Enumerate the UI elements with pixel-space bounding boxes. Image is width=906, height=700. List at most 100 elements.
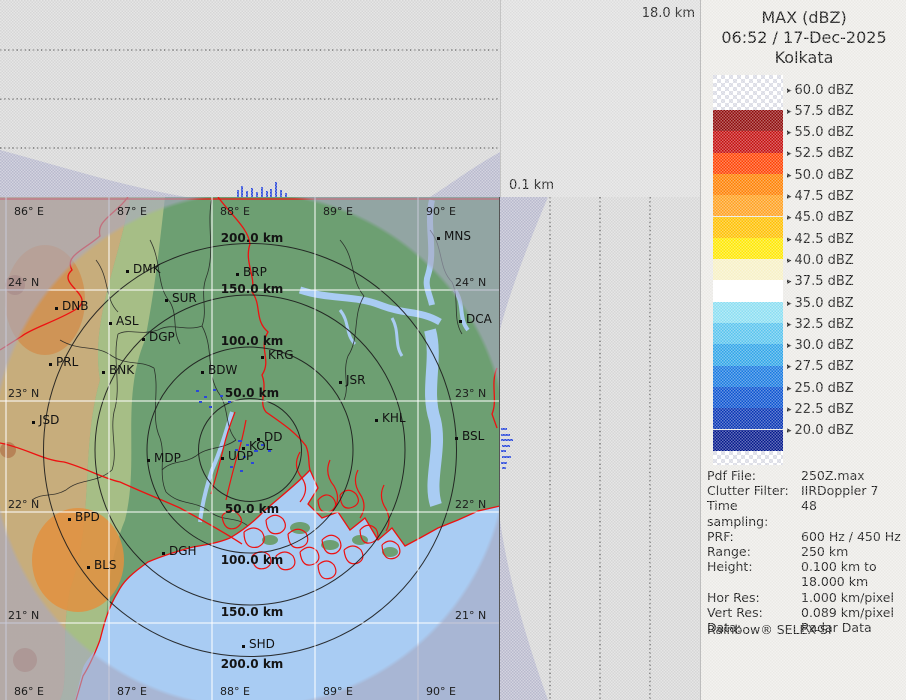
tick-value: 32.5 dBZ bbox=[794, 316, 854, 332]
right-height-projection-panel bbox=[500, 197, 700, 700]
metadata-value: 0.100 km to 18.000 km bbox=[801, 559, 877, 590]
tick-arrow-icon: ▸ bbox=[787, 85, 792, 96]
scale-band bbox=[713, 386, 783, 409]
radar-echo-profile bbox=[237, 182, 287, 197]
tick-value: 45.0 dBZ bbox=[794, 210, 854, 226]
tick-arrow-icon: ▸ bbox=[787, 277, 792, 288]
tick-arrow-icon: ▸ bbox=[787, 234, 792, 245]
metadata-row: Pdf File: 250Z.max bbox=[707, 468, 903, 483]
metadata-value: Radar Data bbox=[801, 620, 872, 636]
out-of-range-mask bbox=[0, 150, 500, 197]
tick-arrow-icon: ▸ bbox=[787, 341, 792, 352]
scale-band bbox=[713, 259, 783, 281]
scale-band bbox=[713, 365, 783, 387]
scale-band bbox=[713, 173, 783, 196]
scale-tick: ▸ 20.0 dBZ bbox=[787, 423, 854, 439]
tick-value: 40.0 dBZ bbox=[794, 252, 854, 268]
tick-value: 22.5 dBZ bbox=[794, 402, 854, 417]
software-signature: Rainbow® SELEX-SI bbox=[707, 622, 832, 637]
metadata-row: Vert Res: 0.089 km/pixel bbox=[707, 605, 903, 620]
tick-arrow-icon: ▸ bbox=[787, 405, 792, 415]
product-datetime: 06:52 / 17-Dec-2025 bbox=[721, 28, 887, 47]
tick-value: 52.5 dBZ bbox=[794, 146, 854, 162]
tick-arrow-icon: ▸ bbox=[787, 213, 792, 224]
scale-tick: ▸ 22.5 dBZ bbox=[787, 402, 854, 417]
scale-tick: ▸ 47.5 dBZ bbox=[787, 189, 854, 204]
tick-arrow-icon: ▸ bbox=[787, 128, 792, 139]
scale-tick: ▸ 60.0 dBZ bbox=[787, 82, 854, 98]
tick-value: 50.0 dBZ bbox=[794, 167, 854, 183]
metadata-row: PRF: 600 Hz / 450 Hz bbox=[707, 529, 903, 544]
scale-band bbox=[713, 110, 783, 132]
tick-arrow-icon: ▸ bbox=[787, 106, 792, 117]
tick-value: 55.0 dBZ bbox=[794, 125, 854, 141]
metadata-value: 250Z.max bbox=[801, 468, 865, 483]
tick-value: 57.5 dBZ bbox=[794, 103, 854, 119]
scale-tick: ▸ 45.0 dBZ bbox=[787, 210, 854, 226]
height-gridlines bbox=[549, 197, 651, 700]
metadata-value: 1.000 km/pixel bbox=[801, 589, 894, 605]
scale-tick: ▸ 55.0 dBZ bbox=[787, 125, 854, 141]
station-name: Kolkata bbox=[774, 48, 834, 67]
scale-band bbox=[713, 301, 783, 323]
metadata-label: Data: bbox=[707, 620, 742, 636]
tick-value: 37.5 dBZ bbox=[794, 274, 854, 290]
height-axis-max-label: 18.0 km bbox=[641, 6, 695, 21]
tick-arrow-icon: ▸ bbox=[787, 383, 792, 394]
tick-value: 35.0 dBZ bbox=[794, 295, 854, 311]
metadata-row: Clutter Filter: IIRDoppler 7 bbox=[707, 483, 903, 498]
metadata-row: Hor Res: 1.000 km/pixel bbox=[707, 590, 903, 605]
scale-band bbox=[713, 344, 783, 366]
tick-arrow-icon: ▸ bbox=[787, 426, 792, 437]
scale-tick: ▸ 37.5 dBZ bbox=[787, 274, 854, 290]
metadata-value: 48 bbox=[801, 498, 817, 514]
scale-tick: ▸ 27.5 dBZ bbox=[787, 359, 854, 375]
right-projection-plot bbox=[500, 197, 651, 700]
height-gridlines bbox=[0, 49, 500, 149]
metadata-label: Height: bbox=[707, 559, 753, 575]
tick-arrow-icon: ▸ bbox=[787, 298, 792, 309]
out-of-range-mask bbox=[500, 197, 548, 700]
legend-panel: MAX (dBZ) 06:52 / 17-Dec-2025 Kolkata Pd… bbox=[700, 0, 906, 700]
metadata-row: Data: Radar Data bbox=[707, 620, 903, 635]
metadata-value: 0.089 km/pixel bbox=[801, 604, 894, 620]
radar-map-canvas[interactable]: MNS DMK BRP SUR DNB DCA ASL DGP KRG PRL BNK BDW JSR K… bbox=[0, 197, 500, 700]
scale-tick: ▸ 42.5 dBZ bbox=[787, 231, 854, 247]
scale-band bbox=[713, 408, 783, 430]
scale-band bbox=[713, 195, 783, 217]
scale-band bbox=[713, 216, 783, 238]
tick-value: 25.0 dBZ bbox=[794, 380, 854, 396]
tick-value: 60.0 dBZ bbox=[794, 82, 854, 98]
top-projection-plot bbox=[0, 49, 500, 197]
metadata-label: Pdf File: bbox=[707, 468, 756, 483]
metadata-value: IIRDoppler 7 bbox=[801, 483, 879, 499]
metadata-value: 250 km bbox=[801, 544, 849, 560]
product-metadata: Pdf File: 250Z.max Clutter Filter: IIRDoppl… bbox=[707, 468, 903, 635]
radar-echo-profile bbox=[501, 428, 513, 469]
scale-band bbox=[713, 131, 783, 153]
tick-arrow-icon: ▸ bbox=[787, 149, 792, 160]
scale-band bbox=[713, 323, 783, 345]
map-graphics bbox=[0, 197, 500, 700]
metadata-row: Height: 0.100 km to 18.000 km bbox=[707, 559, 903, 589]
scale-tick: ▸ 50.0 dBZ bbox=[787, 167, 854, 183]
tick-arrow-icon: ▸ bbox=[787, 319, 792, 330]
scale-tick: ▸ 30.0 dBZ bbox=[787, 338, 854, 354]
top-height-projection-panel bbox=[0, 0, 500, 197]
metadata-value: 600 Hz / 450 Hz bbox=[801, 528, 901, 544]
scale-tick: ▸ 40.0 dBZ bbox=[787, 252, 854, 268]
tick-value: 30.0 dBZ bbox=[794, 338, 854, 354]
metadata-label: Range: bbox=[707, 544, 751, 560]
tick-value: 42.5 dBZ bbox=[794, 231, 854, 247]
tick-value: 20.0 dBZ bbox=[794, 423, 854, 439]
scale-tick: ▸ 32.5 dBZ bbox=[787, 316, 854, 332]
scale-band bbox=[713, 450, 783, 465]
scale-band bbox=[713, 429, 783, 451]
metadata-row: Range: 250 km bbox=[707, 544, 903, 559]
tick-value: 27.5 dBZ bbox=[794, 359, 854, 375]
metadata-label: PRF: bbox=[707, 528, 734, 544]
tick-arrow-icon: ▸ bbox=[787, 170, 792, 181]
metadata-label: Clutter Filter: bbox=[707, 483, 789, 499]
tick-arrow-icon: ▸ bbox=[787, 362, 792, 373]
